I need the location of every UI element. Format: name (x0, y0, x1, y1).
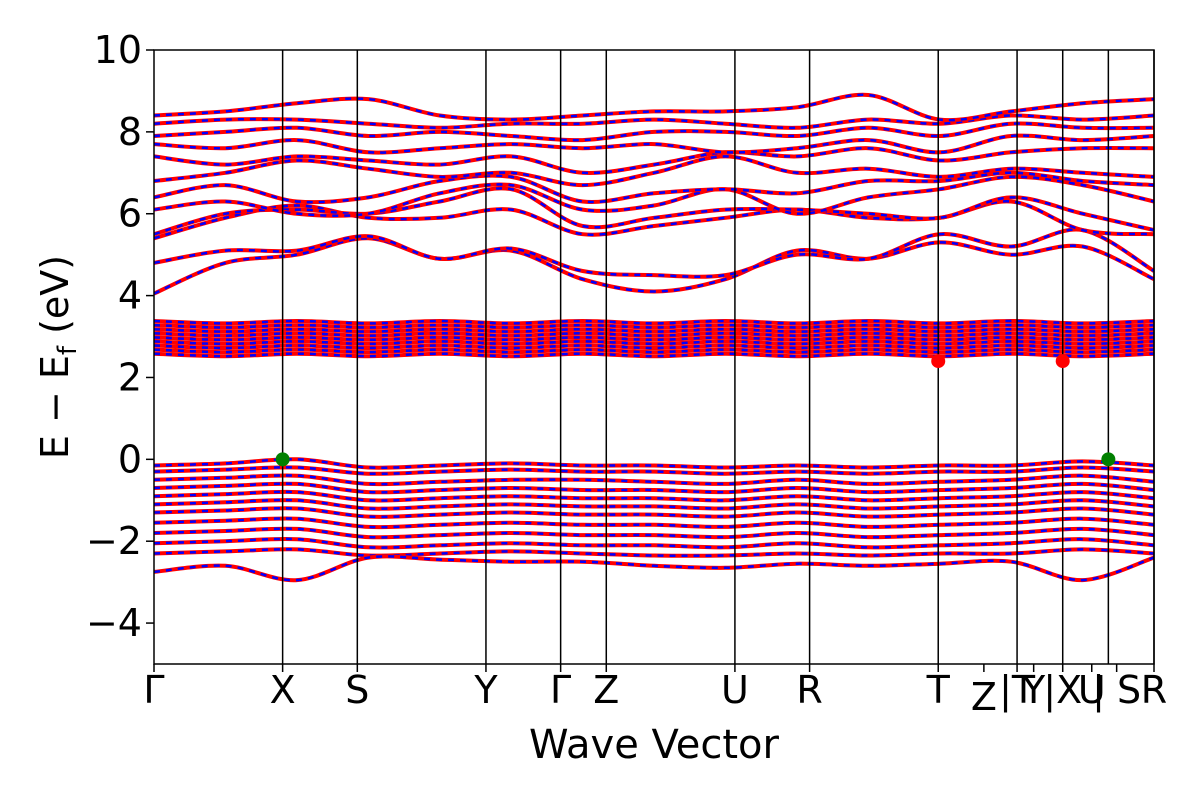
valence-band-spin-down (154, 555, 1154, 582)
valence-band-spin-up (154, 547, 1154, 558)
x-tick-label: Y (1021, 668, 1046, 712)
valence-band-spin-up (154, 516, 1154, 530)
valence-band-spin-up (154, 481, 1154, 495)
conduction-band-spin-up (154, 121, 1154, 143)
x-tick-label: R (1141, 668, 1167, 712)
vbm-marker (275, 452, 290, 467)
valence-band-spin-up (154, 465, 1154, 476)
x-tick-label: R (796, 668, 822, 712)
x-tick-label: |T (999, 668, 1036, 713)
plot-area (153, 49, 1155, 665)
valence-band-spin-up (154, 526, 1154, 540)
flat-band-spin-up (154, 335, 1154, 342)
x-tick-label: | S (1092, 668, 1141, 713)
y-axis-label: E − Ef (eV) (33, 255, 83, 459)
bands-layer (154, 92, 1154, 583)
flat-band-spin-up (154, 318, 1154, 326)
conduction-band-spin-up (154, 227, 1154, 279)
conduction-band-spin-down (154, 187, 1154, 236)
conduction-band-spin-down (154, 155, 1154, 187)
conduction-band-spin-up (154, 170, 1154, 205)
x-axis-label: Wave Vector (529, 722, 780, 768)
y-tick-label: 10 (94, 28, 142, 72)
conduction-band-spin-down (154, 200, 1154, 240)
conduction-band-spin-down (154, 146, 1154, 175)
y-axis-label-main: E − E (33, 355, 77, 459)
flat-band-spin-up (154, 351, 1154, 359)
x-tick-label: S (345, 668, 369, 712)
valence-band-spin-up (154, 536, 1154, 550)
y-axis-ticks: 10 8 6 4 2 0 −2 −4 (86, 28, 154, 645)
cbm-marker (1055, 354, 1070, 369)
x-tick-label: |X (1043, 668, 1082, 713)
cbm-marker (931, 354, 946, 369)
flat-band-spin-up (154, 347, 1154, 355)
x-tick-label: U (1078, 668, 1106, 712)
flat-band-spin-up (154, 339, 1154, 346)
x-tick-label: Z (593, 668, 619, 712)
y-tick-label: −4 (86, 601, 142, 645)
x-tick-label: U (721, 668, 749, 712)
plot-frame (153, 49, 1155, 665)
x-tick-label: Z (971, 675, 997, 719)
conduction-band-spin-down (154, 134, 1154, 154)
valence-band-spin-up (154, 506, 1154, 519)
y-tick-label: 0 (118, 437, 142, 481)
y-tick-label: 8 (118, 110, 142, 154)
conduction-band-spin-down (154, 93, 1154, 122)
x-tick-label: T (926, 668, 951, 712)
x-tick-label: Γ (550, 668, 571, 712)
valence-band-spin-up (154, 473, 1154, 487)
x-tick-label: Y (473, 668, 498, 712)
conduction-band-spin-down (154, 237, 1154, 295)
x-tick-label: Γ (143, 668, 164, 712)
svg-text:E − Ef(eV): E − Ef (eV) (33, 255, 83, 459)
x-tick-label: X (270, 668, 296, 712)
y-tick-label: 6 (118, 192, 142, 236)
flat-band-spin-up (154, 343, 1154, 351)
y-tick-label: 2 (118, 355, 142, 399)
flat-band-spin-up (154, 327, 1154, 334)
conduction-band-spin-down (154, 175, 1154, 218)
valence-band-spin-up (154, 457, 1154, 470)
flat-band-spin-up (154, 331, 1154, 338)
vbm-marker (1101, 452, 1116, 467)
valence-band-spin-up (154, 498, 1154, 511)
y-axis-label-unit: (eV) (33, 255, 77, 334)
y-axis-label-subscript: f (53, 345, 83, 355)
flat-band-spin-up (154, 323, 1154, 330)
y-tick-label: −2 (86, 519, 142, 563)
y-tick-label: 4 (118, 274, 142, 318)
conduction-band-spin-up (154, 113, 1154, 130)
valence-band-spin-up (154, 489, 1154, 503)
band-edge-markers (275, 354, 1116, 467)
